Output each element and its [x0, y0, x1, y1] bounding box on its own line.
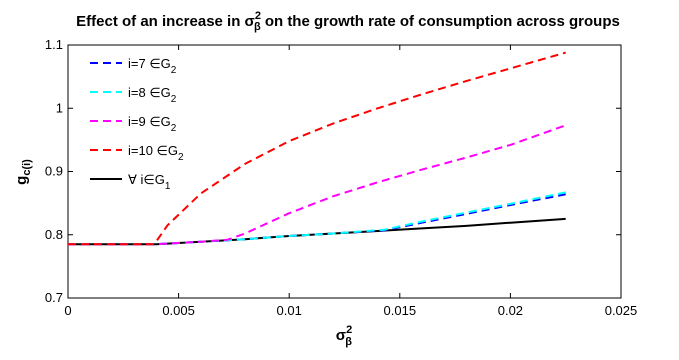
legend-entry: ∀ i∈G1 [128, 172, 171, 192]
y-tick-label: 1 [56, 100, 63, 115]
legend-entry: i=8 ∈G2 [128, 85, 177, 105]
x-tick-label: 0.02 [498, 303, 523, 318]
x-axis-label-sub: β [345, 336, 352, 348]
series-line-5 [68, 217, 566, 246]
legend-entry: i=7 ∈G2 [128, 56, 177, 76]
y-tick-label: 0.9 [45, 164, 63, 179]
y-tick-label: 1.1 [45, 37, 63, 52]
y-axis-label-sub: c(i) [21, 159, 33, 176]
y-tick-label: 0.7 [45, 290, 63, 305]
series-line-3 [68, 124, 567, 246]
y-axis-label: gc(i) [13, 159, 33, 185]
series-line-1 [68, 193, 566, 246]
x-tick-label: 0 [64, 303, 71, 318]
x-axis-label-base: σ [336, 327, 346, 344]
series-layer [68, 51, 567, 246]
legend-entry: i=10 ∈G2 [128, 143, 184, 163]
legend: i=7 ∈G2 i=8 ∈G2 i=9 ∈G2 i=10 ∈G2 ∀ i∈G1 [90, 56, 184, 192]
chart-title-prefix: Effect of an increase in σ [76, 13, 255, 30]
x-tick-label: 0.025 [605, 303, 638, 318]
series-line-4 [68, 51, 566, 246]
x-tick-label: 0.005 [162, 303, 195, 318]
x-axis-label-sup: 2 [346, 324, 352, 336]
chart-title: Effect of an increase in σ2 β on the grow… [76, 10, 620, 33]
chart-title-sup: 2 [255, 10, 261, 22]
y-tick-label: 0.8 [45, 227, 63, 242]
axis-ticks: 0 0.005 0.01 0.015 0.02 0.025 0.7 0.8 0.9 1 1.1 [45, 37, 637, 318]
series-line-2 [68, 191, 566, 246]
y-axis-label-base: g [13, 176, 30, 185]
chart-title-sub: β [254, 21, 261, 33]
x-tick-label: 0.015 [384, 303, 417, 318]
chart-title-suffix: on the growth rate of consumption across… [261, 13, 620, 30]
x-axis-label: σ2 β [336, 324, 352, 348]
legend-entry: i=9 ∈G2 [128, 114, 177, 134]
x-tick-label: 0.01 [277, 303, 302, 318]
